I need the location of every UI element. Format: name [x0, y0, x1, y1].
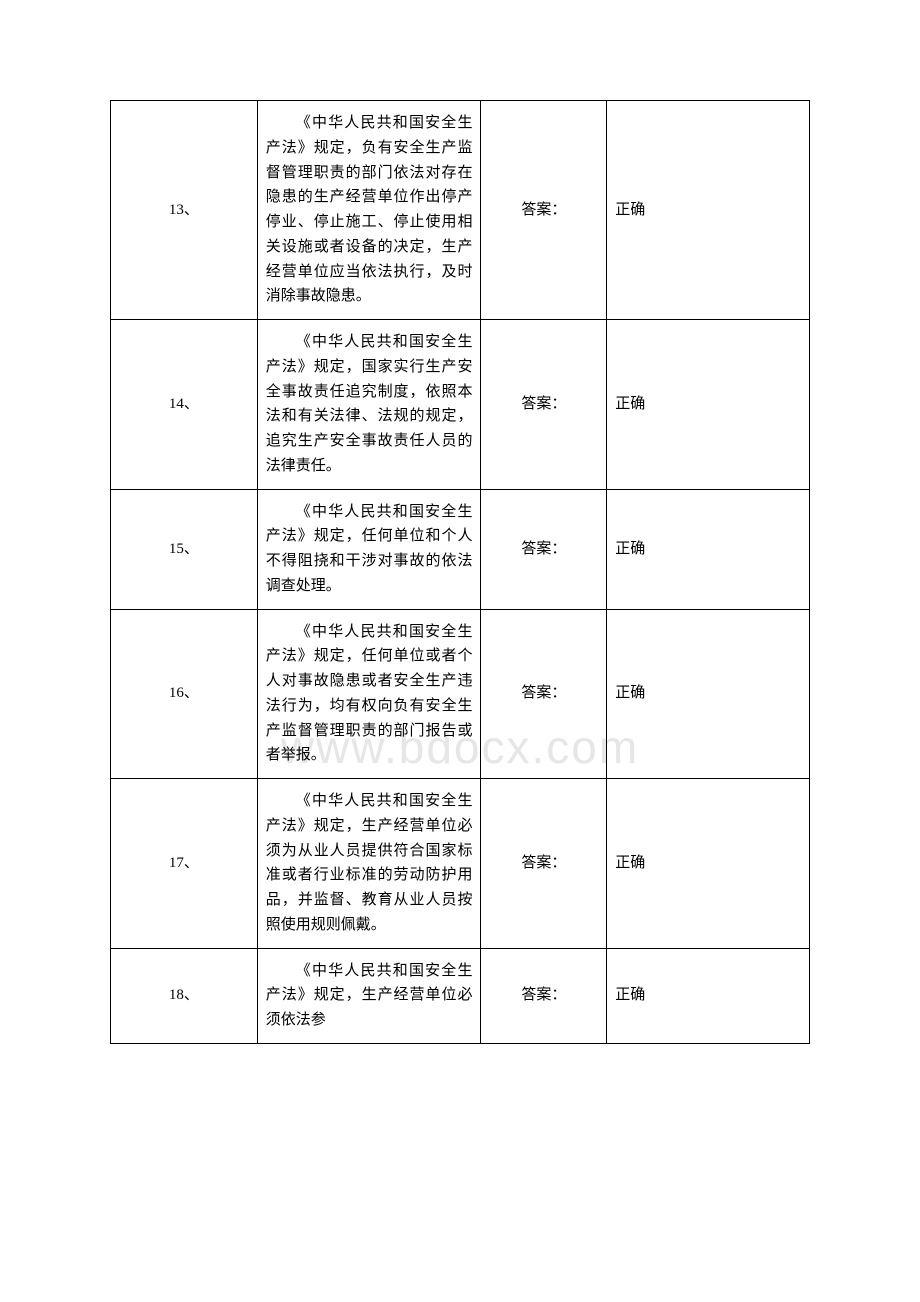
cell-question: 《中华人民共和国安全生产法》规定，任何单位或者个人对事故隐患或者安全生产违法行为… [257, 609, 481, 779]
cell-answer-label: 答案： [481, 779, 607, 949]
cell-answer-label: 答案： [481, 609, 607, 779]
cell-answer-label: 答案： [481, 948, 607, 1043]
table-row: 14、 《中华人民共和国安全生产法》规定，国家实行生产安全事故责任追究制度，依照… [111, 320, 810, 490]
cell-question: 《中华人民共和国安全生产法》规定，国家实行生产安全事故责任追究制度，依照本法和有… [257, 320, 481, 490]
table-row: 17、 《中华人民共和国安全生产法》规定，生产经营单位必须为从业人员提供符合国家… [111, 779, 810, 949]
cell-answer-value: 正确 [607, 320, 810, 490]
cell-number: 16、 [111, 609, 258, 779]
cell-answer-value: 正确 [607, 948, 810, 1043]
document-table-wrap: 13、 《中华人民共和国安全生产法》规定，负有安全生产监督管理职责的部门依法对存… [110, 100, 810, 1044]
question-table: 13、 《中华人民共和国安全生产法》规定，负有安全生产监督管理职责的部门依法对存… [110, 100, 810, 1044]
cell-question: 《中华人民共和国安全生产法》规定，负有安全生产监督管理职责的部门依法对存在隐患的… [257, 101, 481, 320]
cell-number: 15、 [111, 489, 258, 609]
cell-answer-label: 答案： [481, 101, 607, 320]
cell-number: 17、 [111, 779, 258, 949]
table-row: 13、 《中华人民共和国安全生产法》规定，负有安全生产监督管理职责的部门依法对存… [111, 101, 810, 320]
cell-number: 13、 [111, 101, 258, 320]
cell-number: 14、 [111, 320, 258, 490]
cell-answer-value: 正确 [607, 101, 810, 320]
table-row: 15、 《中华人民共和国安全生产法》规定，任何单位和个人不得阻挠和干涉对事故的依… [111, 489, 810, 609]
cell-question: 《中华人民共和国安全生产法》规定，任何单位和个人不得阻挠和干涉对事故的依法调查处… [257, 489, 481, 609]
cell-answer-label: 答案： [481, 489, 607, 609]
table-row: 16、 《中华人民共和国安全生产法》规定，任何单位或者个人对事故隐患或者安全生产… [111, 609, 810, 779]
cell-answer-value: 正确 [607, 609, 810, 779]
cell-answer-value: 正确 [607, 489, 810, 609]
cell-question: 《中华人民共和国安全生产法》规定，生产经营单位必须为从业人员提供符合国家标准或者… [257, 779, 481, 949]
question-table-body: 13、 《中华人民共和国安全生产法》规定，负有安全生产监督管理职责的部门依法对存… [111, 101, 810, 1044]
cell-number: 18、 [111, 948, 258, 1043]
cell-answer-value: 正确 [607, 779, 810, 949]
table-row: 18、 《中华人民共和国安全生产法》规定，生产经营单位必须依法参 答案： 正确 [111, 948, 810, 1043]
cell-question: 《中华人民共和国安全生产法》规定，生产经营单位必须依法参 [257, 948, 481, 1043]
cell-answer-label: 答案： [481, 320, 607, 490]
